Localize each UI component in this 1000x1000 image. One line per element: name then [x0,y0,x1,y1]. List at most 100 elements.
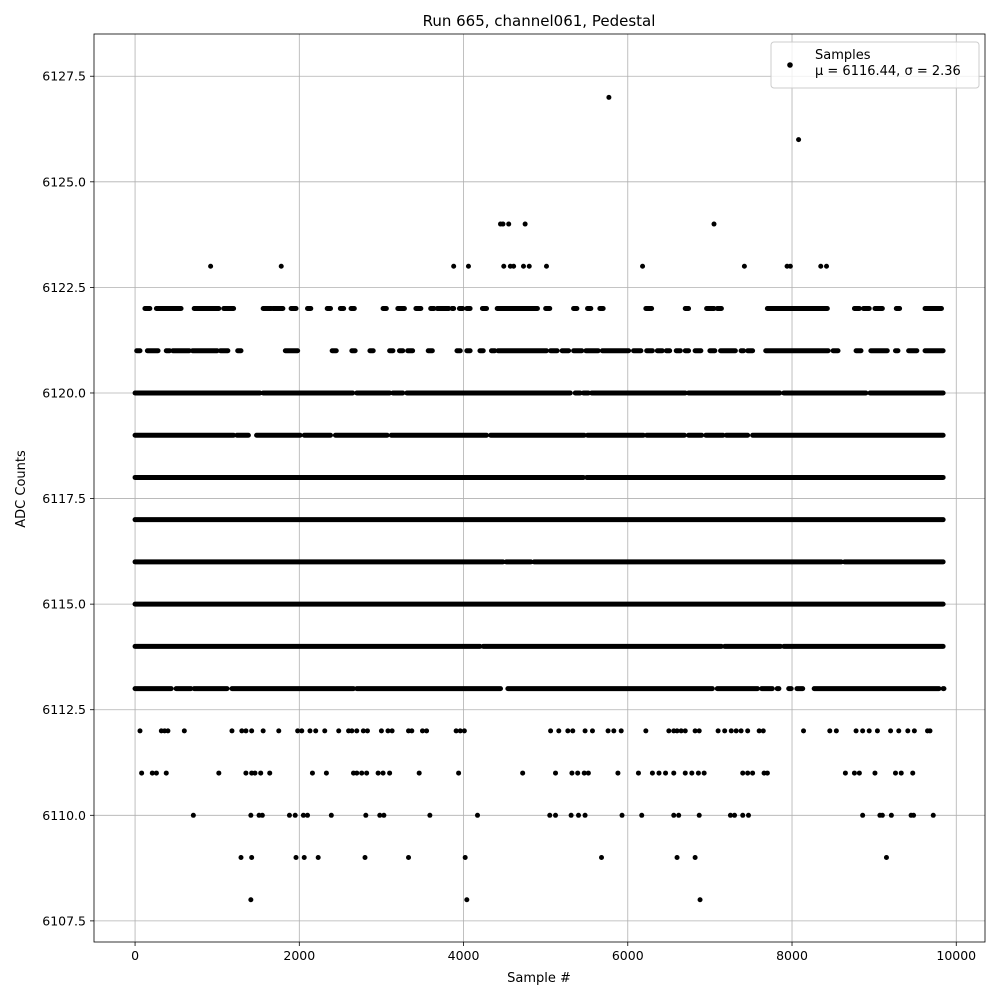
scatter-point [606,94,612,100]
scatter-point [696,728,702,734]
scatter-point [323,770,329,776]
scatter-point [727,812,733,818]
scatter-point [570,728,576,734]
scatter-point [286,812,292,818]
y-tick-label: 6120.0 [42,385,86,400]
scatter-point [911,812,917,818]
scatter-point [259,812,265,818]
scatter-point [305,812,311,818]
scatter-point [292,812,298,818]
scatter-point [910,770,916,776]
scatter-point [738,728,744,734]
scatter-point [827,728,833,734]
scatter-point [682,770,688,776]
scatter-point [728,728,734,734]
scatter-point [322,728,328,734]
scatter-point [879,812,885,818]
scatter-point [569,770,575,776]
scatter-point [453,728,459,734]
scatter-point [640,263,646,269]
scatter-point [696,812,702,818]
scatter-point [520,770,526,776]
y-tick-label: 6127.5 [42,69,86,84]
scatter-point [258,770,264,776]
scatter-point [252,770,258,776]
scatter-point [581,770,587,776]
scatter-point [238,855,244,861]
scatter-point [501,263,507,269]
scatter-point [682,728,688,734]
scatter-point [866,728,872,734]
y-tick-label: 6115.0 [42,597,86,612]
scatter-point [137,728,143,734]
x-tick-label: 10000 [936,948,976,963]
scatter-point [888,812,894,818]
scatter-point [760,728,766,734]
scatter-point [872,770,878,776]
scatter-point [674,728,680,734]
scatter-point [543,263,549,269]
scatter-point [582,728,588,734]
scatter-point [276,728,282,734]
scatter-point [511,263,517,269]
scatter-point [313,728,319,734]
legend-series-name: Samples [815,48,871,63]
scatter-point [692,728,698,734]
scatter-point [874,728,880,734]
scatter-point [500,221,506,227]
scatter-point [674,855,680,861]
scatter-point [364,770,370,776]
scatter-point [582,812,588,818]
scatter-point [553,770,559,776]
scatter-point [301,855,307,861]
scatter-point [424,728,430,734]
scatter-point [585,770,591,776]
scatter-point [522,221,528,227]
scatter-point [851,770,857,776]
scatter-point [568,812,574,818]
scatter-point [295,728,301,734]
scatter-point [678,728,684,734]
y-tick-label: 6117.5 [42,491,86,506]
scatter-points [132,94,947,903]
scatter-point [248,812,254,818]
scatter-point [796,137,802,143]
scatter-point [328,812,334,818]
scatter-point [377,812,383,818]
scatter-point [349,728,355,734]
x-tick-label: 0 [131,948,139,963]
scatter-point [671,812,677,818]
scatter-point [611,728,617,734]
scatter-point [360,728,366,734]
scatter-point [671,770,677,776]
scatter-point [260,728,266,734]
x-tick-label: 8000 [776,948,808,963]
scatter-point [740,770,746,776]
scatter-point [745,812,751,818]
scatter-point [676,812,682,818]
y-tick-label: 6112.5 [42,702,86,717]
scatter-point [756,728,762,734]
scatter-point [741,263,747,269]
scatter-point [618,728,624,734]
scatter-point [359,770,365,776]
scatter-point [575,770,581,776]
y-tick-label: 6122.5 [42,280,86,295]
scatter-point [565,728,571,734]
scatter-point [248,897,254,903]
scatter-point [764,770,770,776]
scatter-point [462,855,468,861]
scatter-point [824,263,830,269]
scatter-point [364,728,370,734]
scatter-point [300,812,306,818]
scatter-point [860,728,866,734]
scatter-point [818,263,824,269]
scatter-point [149,770,155,776]
scatter-point [385,728,391,734]
scatter-point [733,728,739,734]
scatter-point [520,263,526,269]
scatter-point [163,770,169,776]
y-tick-label: 6110.0 [42,808,86,823]
